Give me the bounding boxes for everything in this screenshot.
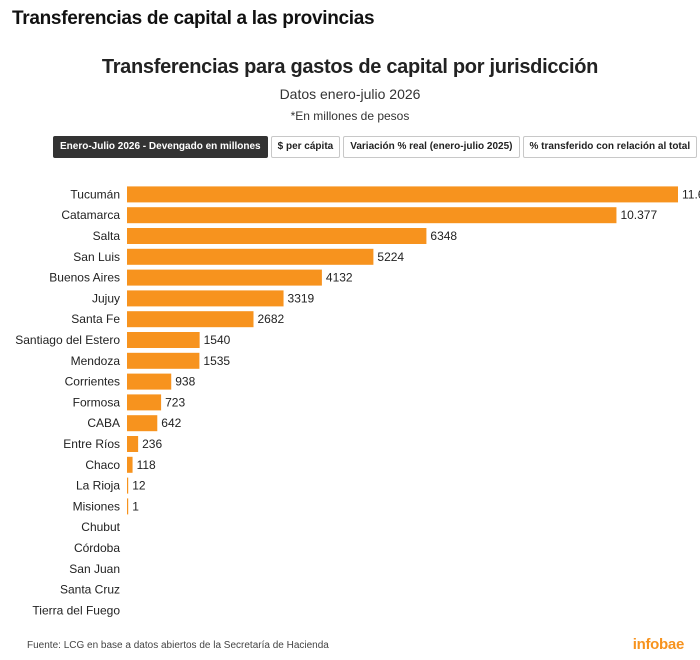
tab-variacion-real[interactable]: Variación % real (enero-julio 2025)	[343, 136, 520, 158]
category-label: Misiones	[73, 499, 120, 513]
category-label: Mendoza	[71, 354, 121, 368]
category-label: Santiago del Estero	[15, 333, 120, 347]
chart-tabs: Enero-Julio 2026 - Devengado en millones…	[53, 136, 698, 158]
tab-porcentaje-total[interactable]: % transferido con relación al total	[522, 136, 698, 158]
category-label: Santa Cruz	[60, 583, 120, 597]
bar[interactable]	[127, 311, 254, 328]
bar[interactable]	[127, 269, 322, 286]
category-label: Salta	[93, 229, 121, 243]
page-title: Transferencias de capital a las provinci…	[12, 8, 375, 29]
data-label: 6348	[430, 229, 457, 243]
bar[interactable]	[127, 186, 678, 203]
data-label: 2682	[258, 312, 285, 326]
data-label: 1540	[204, 333, 231, 347]
chart-note: *En millones de pesos	[290, 109, 410, 123]
chart-subtitle: Datos enero-julio 2026	[279, 86, 421, 102]
bar[interactable]	[127, 332, 200, 348]
bar[interactable]	[127, 352, 200, 369]
bar[interactable]	[127, 248, 374, 265]
bar[interactable]	[127, 456, 133, 473]
data-label: 11.682	[682, 187, 700, 201]
category-label: Tucumán	[70, 187, 120, 201]
bar[interactable]	[127, 498, 129, 515]
category-label: San Juan	[69, 562, 120, 576]
category-label: Chubut	[81, 520, 120, 534]
data-label: 723	[165, 395, 185, 409]
category-label: Jujuy	[92, 291, 120, 305]
tab-per-capita[interactable]: $ per cápita	[270, 136, 341, 158]
bar[interactable]	[127, 477, 129, 494]
data-label: 938	[175, 375, 195, 389]
category-label: Entre Ríos	[63, 437, 120, 451]
category-label: Buenos Aires	[49, 271, 120, 285]
data-label: 4132	[326, 271, 353, 285]
bar-chart: Tucumán 11.682 Catamarca 10.377 Salta 6348 San…	[15, 186, 700, 617]
category-label: Santa Fe	[71, 312, 120, 326]
tab-enero-julio-devengado[interactable]: Enero-Julio 2026 - Devengado en millones	[53, 136, 268, 158]
category-label: Córdoba	[74, 541, 120, 555]
data-label: 3319	[288, 291, 315, 305]
category-label: Formosa	[73, 395, 121, 409]
chart-title: Transferencias para gastos de capital po…	[101, 56, 599, 78]
category-label: La Rioja	[76, 479, 120, 493]
bar[interactable]	[127, 290, 284, 307]
data-label: 1	[132, 499, 139, 513]
category-label: CABA	[87, 416, 120, 430]
footer-source: Fuente: LCG en base a datos abiertos de …	[27, 640, 329, 651]
category-label: Chaco	[85, 458, 120, 472]
category-label: Corrientes	[65, 375, 120, 389]
data-label: 236	[142, 437, 162, 451]
bar[interactable]	[127, 394, 162, 411]
category-label: Tierra del Fuego	[32, 603, 120, 617]
bar[interactable]	[127, 415, 158, 432]
category-label: Catamarca	[61, 208, 120, 222]
data-label: 1535	[203, 354, 230, 368]
data-label: 10.377	[620, 208, 657, 222]
data-label: 5224	[377, 250, 404, 264]
bar[interactable]	[127, 373, 172, 390]
data-label: 12	[132, 479, 146, 493]
data-label: 118	[137, 458, 156, 472]
infobae-logo: infobae	[632, 636, 685, 653]
bar[interactable]	[127, 228, 427, 244]
bar[interactable]	[127, 436, 139, 452]
data-label: 642	[161, 416, 181, 430]
category-label: San Luis	[73, 250, 120, 264]
bar[interactable]	[127, 207, 617, 224]
